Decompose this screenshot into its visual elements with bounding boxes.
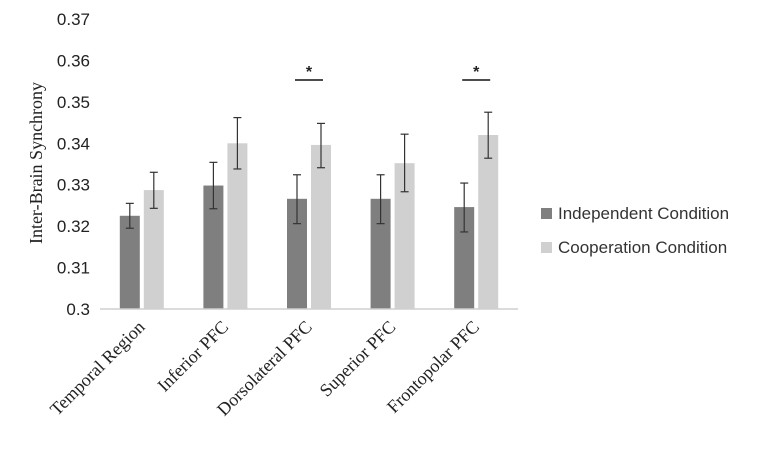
bar-cooperation	[227, 143, 248, 309]
bar-independent	[287, 198, 307, 309]
x-tick-label: Inferior PFC	[153, 317, 232, 396]
y-tick-label: 0.3	[66, 300, 90, 319]
x-tick-label: Temporal Region	[46, 317, 149, 420]
legend-swatch	[541, 208, 552, 219]
x-axis-labels: Temporal Region Inferior PFCDorsolateral …	[46, 317, 483, 420]
y-tick-label: 0.34	[57, 134, 90, 153]
y-tick-label: 0.36	[57, 51, 90, 70]
y-tick-label: 0.32	[57, 217, 90, 236]
error-bars	[125, 111, 493, 233]
bar-independent	[203, 185, 224, 309]
significance-star: *	[306, 64, 313, 81]
significance-markers: * *	[295, 64, 491, 81]
y-tick-label: 0.37	[57, 10, 90, 29]
y-tick-label: 0.31	[57, 259, 90, 278]
bar-cooperation	[143, 190, 164, 309]
y-tick-label: 0.35	[57, 93, 90, 112]
legend-label: Independent Condition	[558, 204, 729, 223]
bar-independent	[119, 215, 140, 309]
bar-cooperation	[478, 135, 499, 309]
x-tick-label: Superior PFC	[316, 317, 400, 401]
bar-independent	[370, 198, 391, 309]
y-tick-label: 0.33	[57, 176, 90, 195]
legend: Independent Condition Cooperation Conditi…	[541, 204, 729, 257]
bar-cooperation	[394, 163, 415, 309]
significance-star: *	[473, 64, 480, 81]
y-axis-ticks: 0.3 0.31 0.32 0.33 0.34 0.35 0.36 0.37	[57, 10, 90, 319]
legend-swatch	[541, 242, 552, 253]
bar-cooperation	[311, 144, 331, 309]
y-axis-title: Inter-Brain Synchrony	[26, 82, 46, 244]
bars	[119, 135, 499, 309]
bar-independent	[454, 207, 475, 309]
legend-label: Cooperation Condition	[558, 238, 727, 257]
